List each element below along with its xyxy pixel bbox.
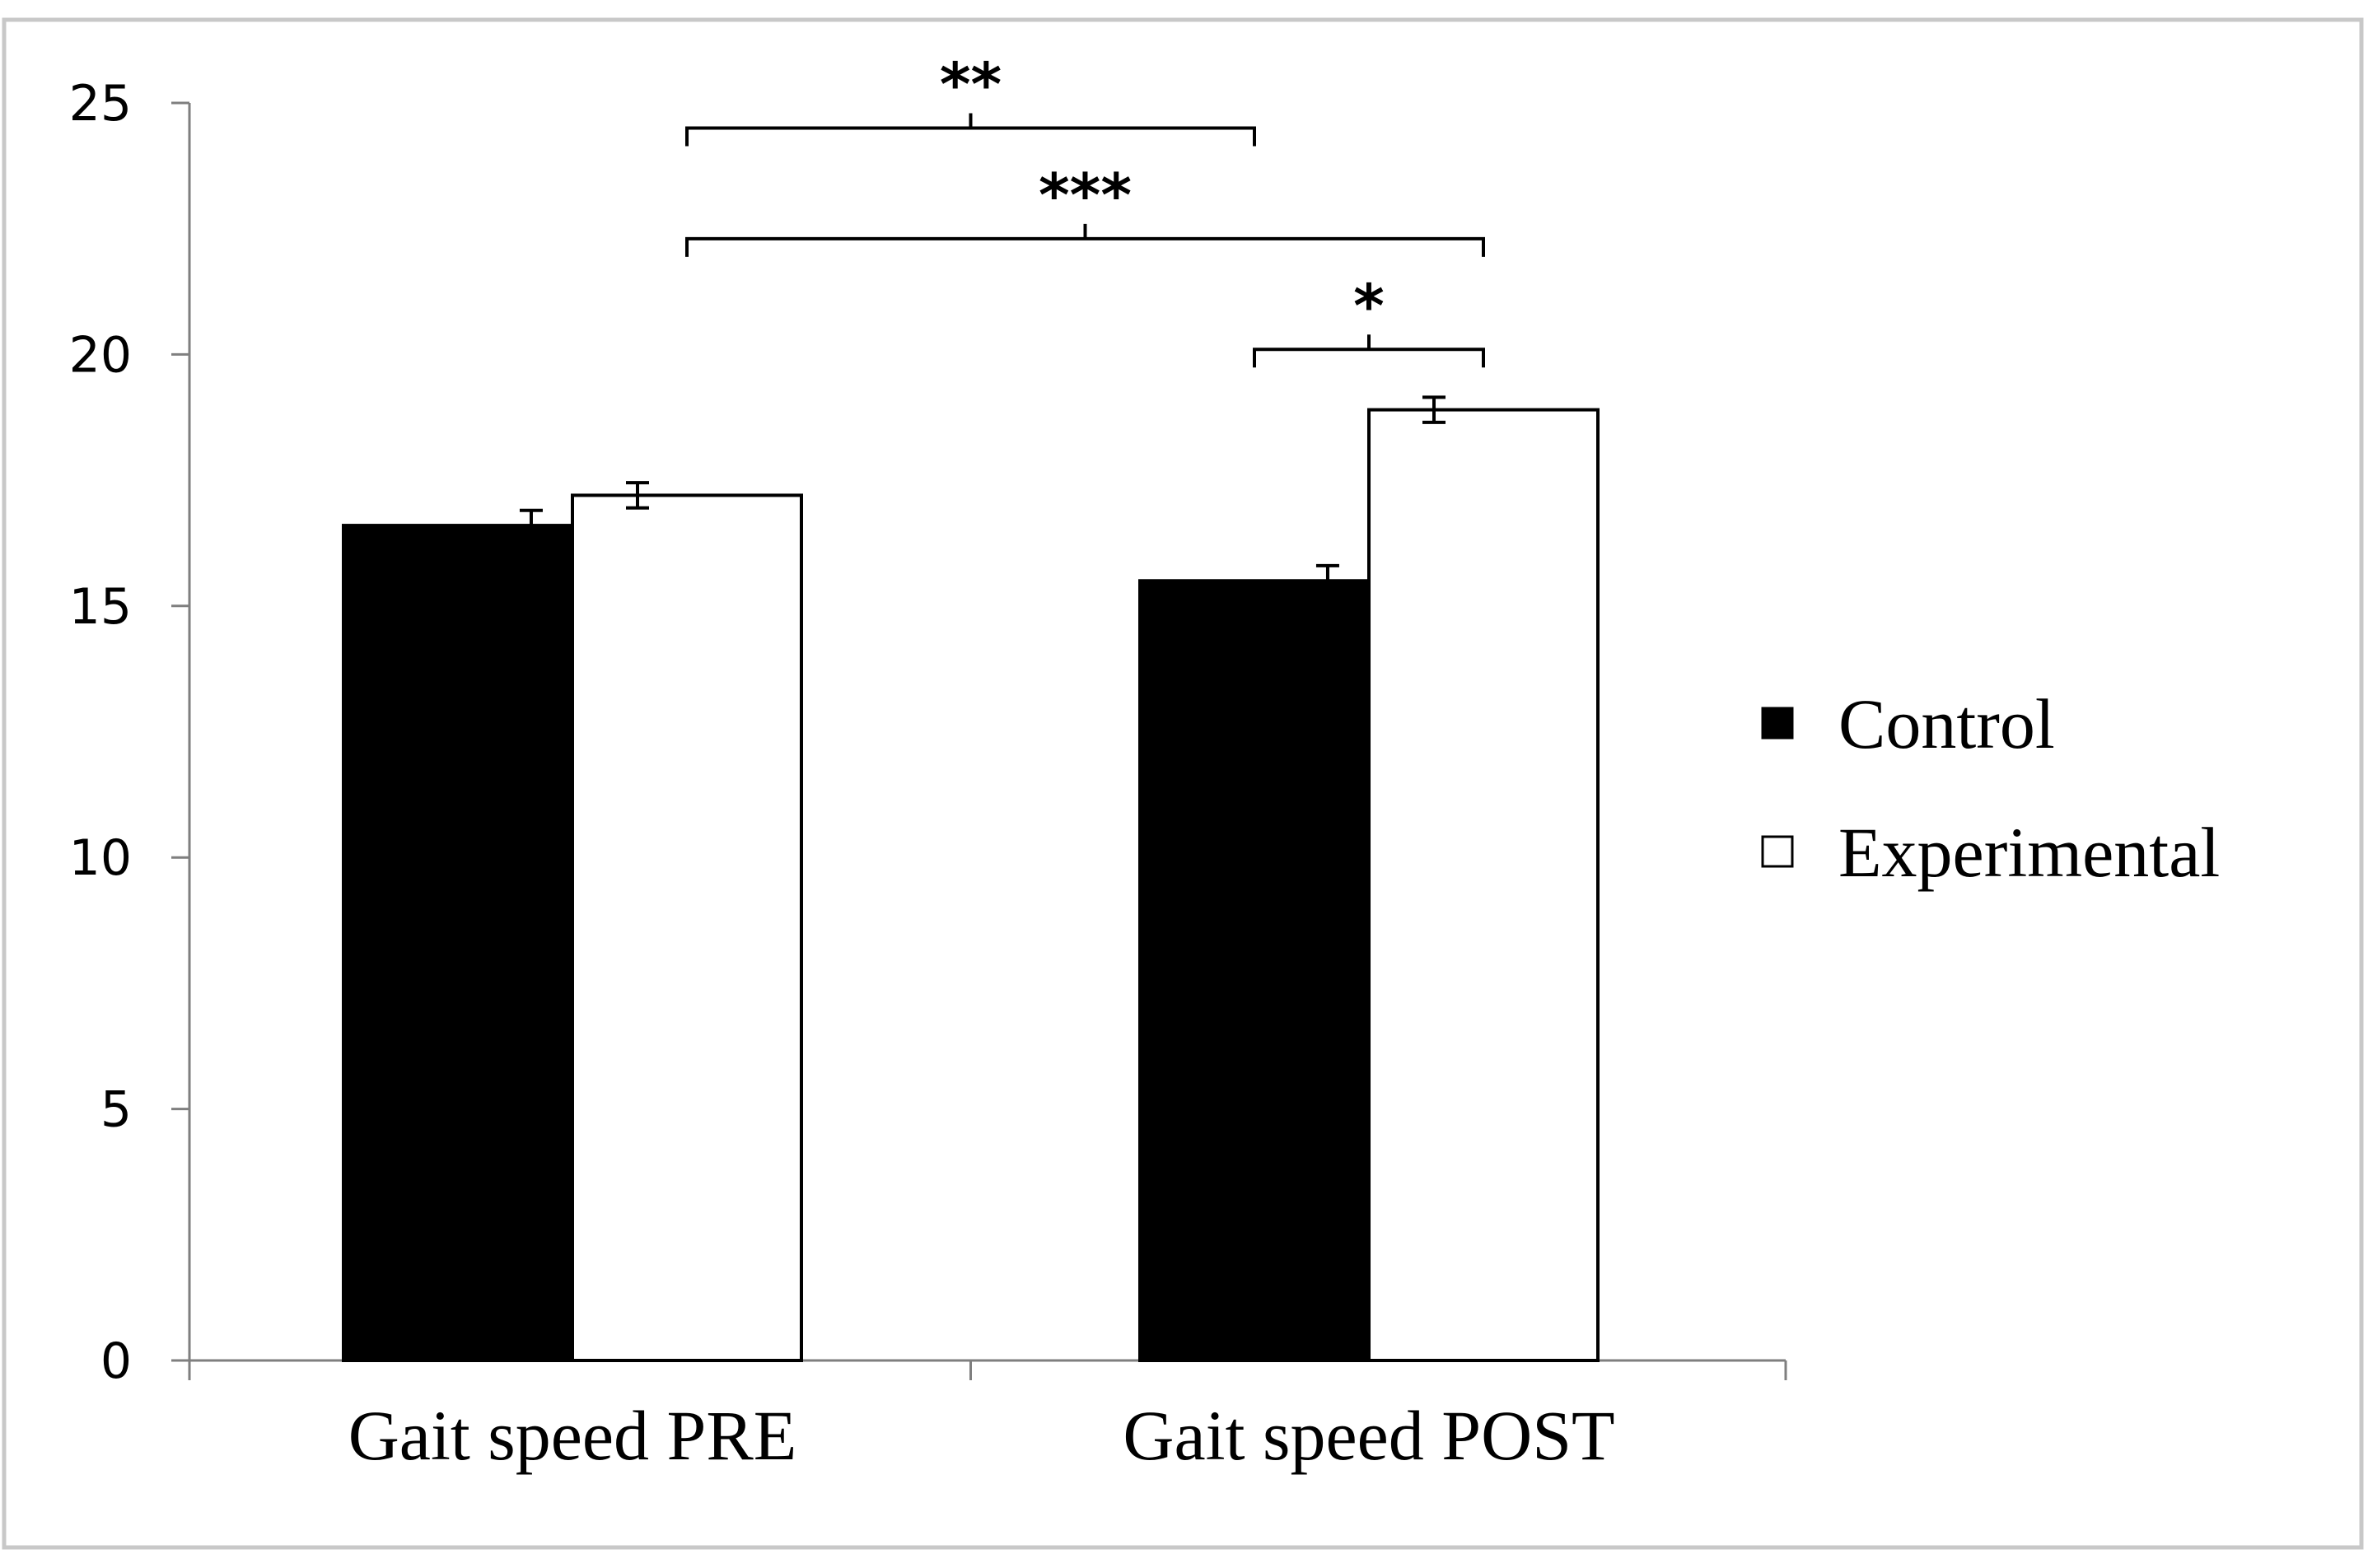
- legend: Control Experimental: [1761, 684, 2220, 892]
- legend-swatch: [1761, 707, 1794, 740]
- y-tick-label: 25: [69, 75, 132, 133]
- y-tick-label: 5: [100, 1081, 132, 1139]
- bar: [1367, 408, 1600, 1362]
- significance-bracket: [1253, 334, 1485, 368]
- legend-swatch: [1761, 835, 1794, 868]
- x-tick-label: Gait speed PRE: [348, 1396, 797, 1475]
- significance-brackets: ******: [685, 50, 1485, 368]
- bars: [342, 408, 1600, 1363]
- significance-bracket: [685, 113, 1256, 147]
- significance-bracket: [685, 223, 1485, 257]
- significance-label: *: [1353, 271, 1385, 340]
- axes: 0 5 10 15 20 25 Gait speed PRE Gait speed POST: [69, 75, 1787, 1475]
- y-tick-label: 20: [69, 326, 132, 384]
- legend-label: Control: [1838, 684, 2055, 763]
- chart-frame: [2, 17, 2364, 1550]
- legend-label: Experimental: [1838, 813, 2220, 892]
- bar: [571, 493, 803, 1363]
- y-tick-label: 10: [69, 829, 132, 887]
- bar: [1138, 579, 1371, 1362]
- significance-label: ***: [1039, 161, 1132, 230]
- error-bars: [519, 395, 1446, 596]
- bar: [342, 524, 574, 1362]
- x-tick-label: Gait speed POST: [1123, 1396, 1614, 1475]
- significance-label: **: [940, 50, 1002, 119]
- y-tick-label: 15: [69, 578, 132, 636]
- y-tick-label: 0: [100, 1332, 132, 1390]
